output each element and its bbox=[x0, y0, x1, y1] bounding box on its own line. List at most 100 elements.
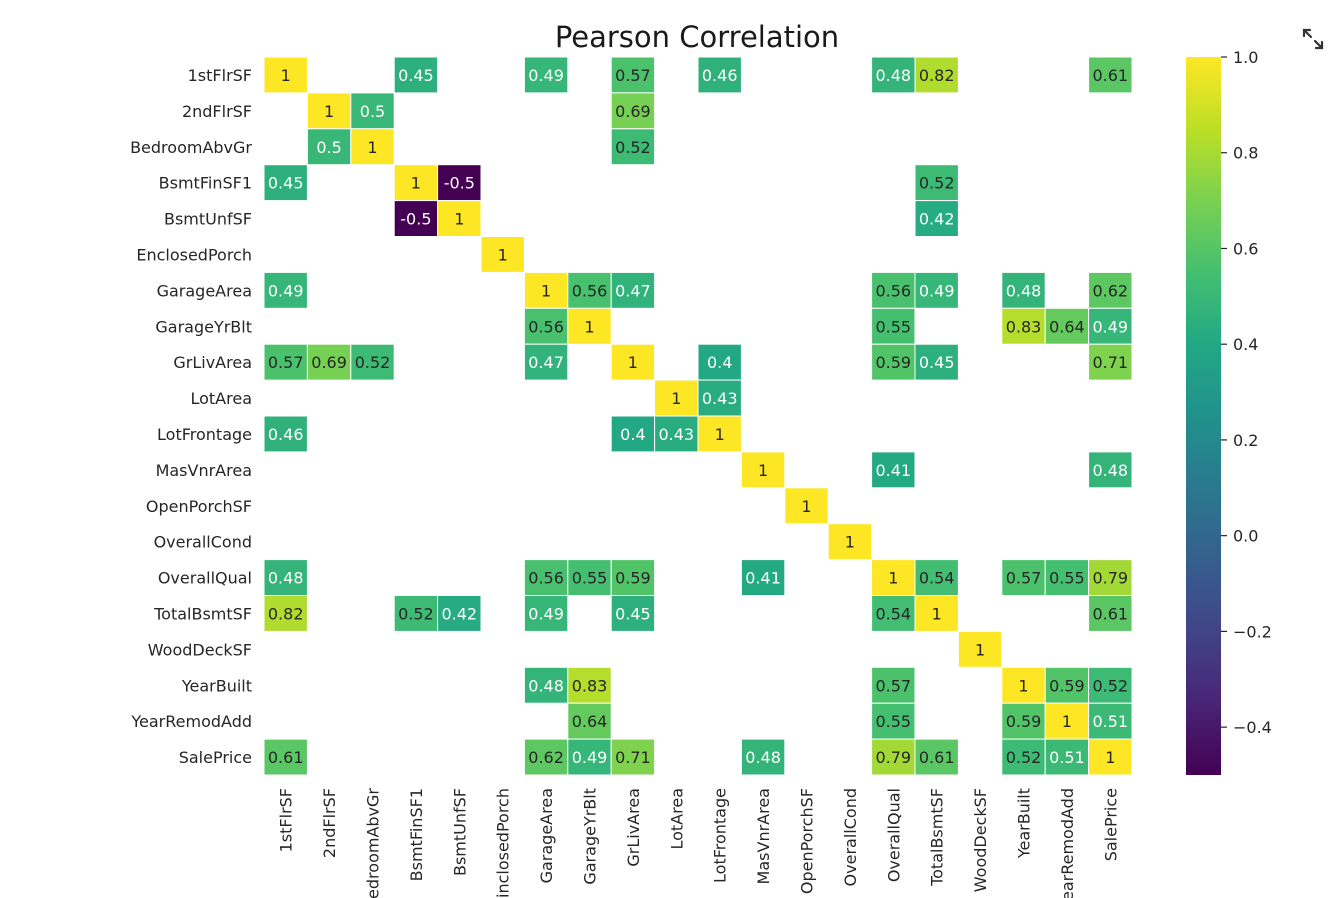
heatmap-cell bbox=[263, 56, 308, 94]
y-tick-label: YearRemodAdd bbox=[130, 712, 252, 731]
heatmap-cell bbox=[523, 666, 569, 704]
heatmap-cell bbox=[523, 595, 569, 632]
cell-value-label: 1 bbox=[932, 604, 942, 623]
heatmap-cell bbox=[610, 415, 656, 453]
cell-value-label: 0.45 bbox=[398, 66, 434, 85]
cell-value-label: 0.64 bbox=[572, 712, 608, 731]
cell-value-label: 0.56 bbox=[528, 569, 564, 588]
cell-value-label: 0.41 bbox=[745, 569, 781, 588]
cell-value-label: 1 bbox=[1105, 748, 1115, 767]
x-tick-label: OverallQual bbox=[884, 788, 903, 882]
cell-value-label: 0.59 bbox=[615, 569, 651, 588]
heatmap-cell bbox=[437, 200, 482, 238]
x-tick-label: 2ndFlrSF bbox=[320, 788, 339, 858]
cell-value-label: 0.43 bbox=[702, 389, 738, 408]
x-tick-label: inclosedPorch bbox=[494, 788, 513, 898]
x-tick-label: GarageYrBlt bbox=[581, 788, 600, 885]
cell-value-label: 1 bbox=[975, 640, 985, 659]
cell-value-label: 0.62 bbox=[528, 748, 564, 767]
x-tick-label: GrLivArea bbox=[624, 788, 643, 867]
heatmap-cell bbox=[654, 415, 699, 453]
colorbar-tick-label: −0.2 bbox=[1233, 622, 1272, 641]
cell-value-label: 0.43 bbox=[658, 425, 694, 444]
cell-value-label: 0.61 bbox=[1092, 66, 1128, 85]
heatmap-cell bbox=[263, 343, 308, 381]
y-tick-label: LotFrontage bbox=[157, 425, 252, 444]
heatmap-cell bbox=[740, 559, 786, 596]
cell-value-label: 0.55 bbox=[875, 712, 911, 731]
heatmap-cell bbox=[1088, 666, 1133, 704]
cell-value-label: 0.51 bbox=[1049, 748, 1085, 767]
cell-value-label: 0.52 bbox=[919, 174, 955, 193]
heatmap-cell bbox=[480, 236, 525, 273]
heatmap-cell bbox=[957, 630, 1003, 668]
x-tick-label: YearBuilt bbox=[1015, 788, 1034, 859]
heatmap-cell bbox=[871, 451, 916, 489]
cell-value-label: 0.69 bbox=[615, 102, 651, 121]
heatmap-cell bbox=[784, 487, 829, 525]
heatmap-cell bbox=[610, 56, 656, 94]
heatmap-cell bbox=[1088, 343, 1133, 381]
cell-value-label: 0.59 bbox=[1049, 676, 1085, 695]
heatmap-cell bbox=[1088, 271, 1133, 309]
heatmap-cell bbox=[567, 559, 612, 596]
cell-value-label: 0.47 bbox=[528, 353, 564, 372]
heatmap-cell bbox=[523, 56, 569, 94]
cell-value-label: 1 bbox=[498, 245, 508, 264]
y-tick-label: OpenPorchSF bbox=[146, 497, 252, 516]
cell-value-label: 0.57 bbox=[268, 353, 304, 372]
x-tick-label: GarageArea bbox=[537, 788, 556, 883]
cell-value-label: 0.48 bbox=[1092, 461, 1128, 480]
heatmap-cell bbox=[523, 738, 569, 776]
cell-value-label: 1 bbox=[758, 461, 768, 480]
heatmap-cell bbox=[350, 92, 395, 130]
heatmap-cell bbox=[393, 200, 439, 238]
cell-value-label: 0.54 bbox=[919, 569, 955, 588]
heatmap-cell bbox=[610, 595, 656, 632]
heatmap-cell bbox=[1001, 271, 1046, 309]
x-tick-label: LotFrontage bbox=[711, 788, 730, 883]
y-tick-label: 2ndFlrSF bbox=[182, 102, 252, 121]
y-tick-label: OverallQual bbox=[158, 569, 252, 588]
heatmap-cell bbox=[1088, 595, 1133, 632]
heatmap-cell bbox=[263, 271, 308, 309]
cell-value-label: 0.52 bbox=[1006, 748, 1042, 767]
heatmap-cell bbox=[567, 738, 612, 776]
cell-value-label: 1 bbox=[845, 533, 855, 552]
heatmap-cell bbox=[610, 271, 656, 309]
cell-value-label: 0.49 bbox=[919, 281, 955, 300]
heatmap-cell bbox=[1044, 738, 1090, 776]
cell-value-label: 0.61 bbox=[919, 748, 955, 767]
y-tick-label: 1stFlrSF bbox=[188, 66, 252, 85]
heatmap-cell bbox=[740, 451, 786, 489]
heatmap-cell bbox=[871, 666, 916, 704]
cell-value-label: 0.79 bbox=[875, 748, 911, 767]
cell-value-label: 0.52 bbox=[1092, 676, 1128, 695]
x-tick-label: WoodDeckSF bbox=[971, 788, 990, 892]
colorbar-tick-label: 0.8 bbox=[1233, 144, 1258, 163]
x-tick-label: OverallCond bbox=[841, 788, 860, 886]
cell-value-label: 0.56 bbox=[528, 317, 564, 336]
y-tick-label: YearBuilt bbox=[181, 676, 252, 695]
y-tick-label: BsmtFinSF1 bbox=[159, 174, 252, 193]
heatmap-cell bbox=[1001, 307, 1046, 345]
cell-value-label: 0.52 bbox=[615, 138, 651, 157]
expand-icon[interactable] bbox=[1298, 24, 1328, 54]
cell-value-label: 0.41 bbox=[875, 461, 911, 480]
heatmap-cell bbox=[1001, 559, 1046, 596]
heatmap-cell bbox=[306, 128, 352, 166]
heatmap-cell bbox=[567, 666, 612, 704]
x-tick-label: 1stFlrSF bbox=[277, 788, 296, 852]
x-tick-label: BsmtUnfSF bbox=[450, 788, 469, 876]
heatmap-cell bbox=[567, 702, 612, 740]
colorbar: 1.0 0.8 0.6 0.4 0.2 0.0 −0.2 −0.4 bbox=[1186, 48, 1272, 775]
cell-value-label: 0.46 bbox=[268, 425, 304, 444]
y-tick-label: BsmtUnfSF bbox=[164, 210, 252, 229]
cell-value-label: 0.62 bbox=[1092, 281, 1128, 300]
heatmap-cell bbox=[697, 415, 742, 453]
cell-value-label: 1 bbox=[1018, 676, 1028, 695]
cell-value-label: 0.55 bbox=[875, 317, 911, 336]
cell-value-label: 1 bbox=[281, 66, 291, 85]
cell-value-label: 0.4 bbox=[707, 353, 732, 372]
